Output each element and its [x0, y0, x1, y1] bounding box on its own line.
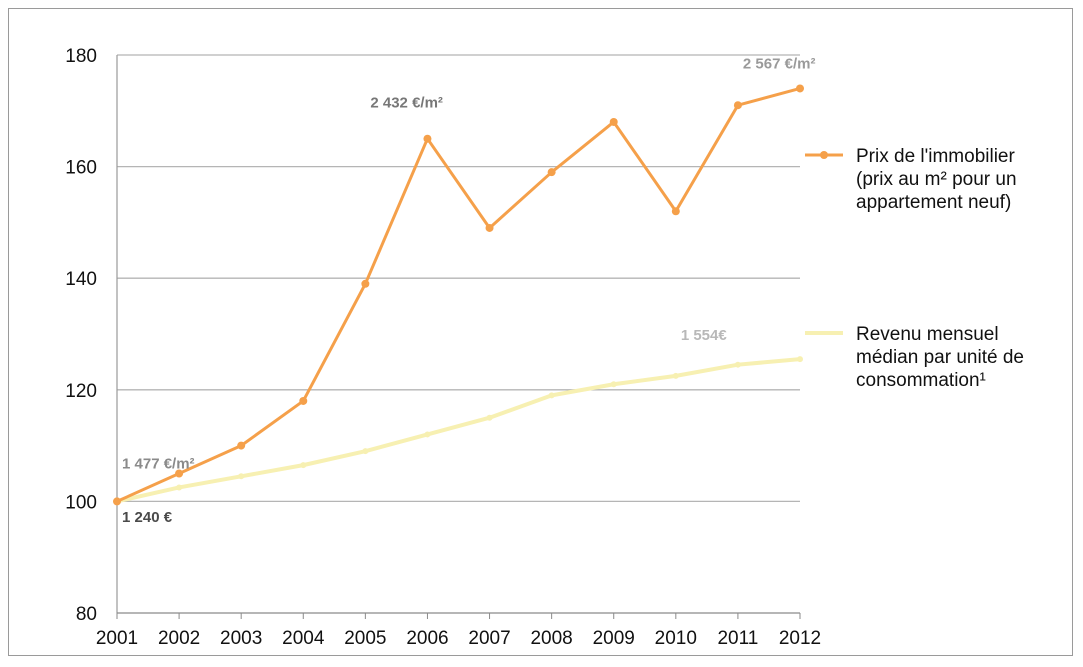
annotation-label: 1 240 € [122, 509, 173, 526]
axes [116, 55, 801, 619]
series-line-prix [116, 87, 801, 503]
data-point-revenu [300, 462, 307, 469]
x-tick-label: 2012 [779, 628, 821, 649]
data-point-revenu [548, 392, 555, 399]
y-tick-label: 80 [76, 604, 97, 625]
annotation-label: 1 477 €/m² [122, 455, 195, 472]
legend-label-revenu: consommation¹ [856, 370, 986, 391]
data-point-revenu [362, 448, 369, 455]
legend: Prix de l'immobilier(prix au m² pour una… [805, 146, 1024, 391]
data-point-prix [609, 117, 618, 126]
annotations: 1 477 €/m² 1 240 € 2 432 €/m² 2 567 €/m² 1 5… [122, 55, 815, 526]
x-tick-label: 2005 [344, 628, 386, 649]
data-point-prix [361, 279, 370, 288]
data-point-revenu [797, 356, 803, 363]
y-tick-label: 160 [65, 158, 97, 179]
gridlines [117, 54, 800, 503]
y-tick-label: 180 [65, 46, 97, 67]
data-point-prix [113, 497, 121, 506]
y-tick-label: 120 [65, 381, 97, 402]
y-tick-label: 100 [65, 492, 97, 513]
data-point-prix [423, 134, 432, 143]
x-tick-label: 2008 [530, 628, 572, 649]
x-tick-label: 2001 [96, 628, 138, 649]
data-point-revenu [424, 431, 431, 438]
data-point-prix [175, 469, 184, 478]
annotation-label: 1 554€ [681, 327, 728, 344]
data-point-revenu [238, 473, 245, 480]
x-tick-label: 2011 [717, 628, 758, 649]
series-line-revenu [116, 357, 801, 504]
legend-label-revenu: médian par unité de [856, 347, 1024, 368]
data-point-revenu [176, 484, 183, 491]
data-point-prix [733, 101, 742, 110]
data-point-revenu [734, 361, 741, 368]
data-point-prix [485, 223, 494, 232]
legend-label-prix: appartement neuf) [856, 192, 1011, 213]
x-tick-label: 2010 [655, 628, 697, 649]
tick-labels: 80 100 120 140 160 180 2001 2002 2003 2004 2005 200… [65, 46, 821, 649]
data-point-prix [237, 441, 246, 450]
annotation-label: 2 432 €/m² [370, 94, 443, 111]
data-point-prix [299, 396, 308, 405]
chart-frame [8, 8, 1073, 656]
legend-marker-prix [820, 151, 828, 159]
x-tick-label: 2007 [468, 628, 510, 649]
x-tick-label: 2006 [406, 628, 448, 649]
legend-label-prix: Prix de l'immobilier [856, 146, 1016, 167]
data-point-prix [796, 84, 804, 93]
data-point-revenu [486, 414, 493, 421]
data-point-revenu [672, 372, 679, 379]
series-points [113, 84, 804, 506]
legend-label-revenu: Revenu mensuel [856, 324, 999, 345]
x-tick-label: 2002 [158, 628, 200, 649]
annotation-label: 2 567 €/m² [743, 55, 816, 72]
data-point-prix [671, 207, 680, 216]
y-tick-label: 140 [65, 269, 97, 290]
x-tick-label: 2009 [593, 628, 635, 649]
series-lines [116, 87, 801, 504]
x-tick-label: 2004 [282, 628, 325, 649]
data-point-prix [547, 168, 556, 177]
legend-label-prix: (prix au m² pour un [856, 169, 1017, 190]
data-point-revenu [610, 381, 617, 388]
x-tick-label: 2003 [220, 628, 262, 649]
